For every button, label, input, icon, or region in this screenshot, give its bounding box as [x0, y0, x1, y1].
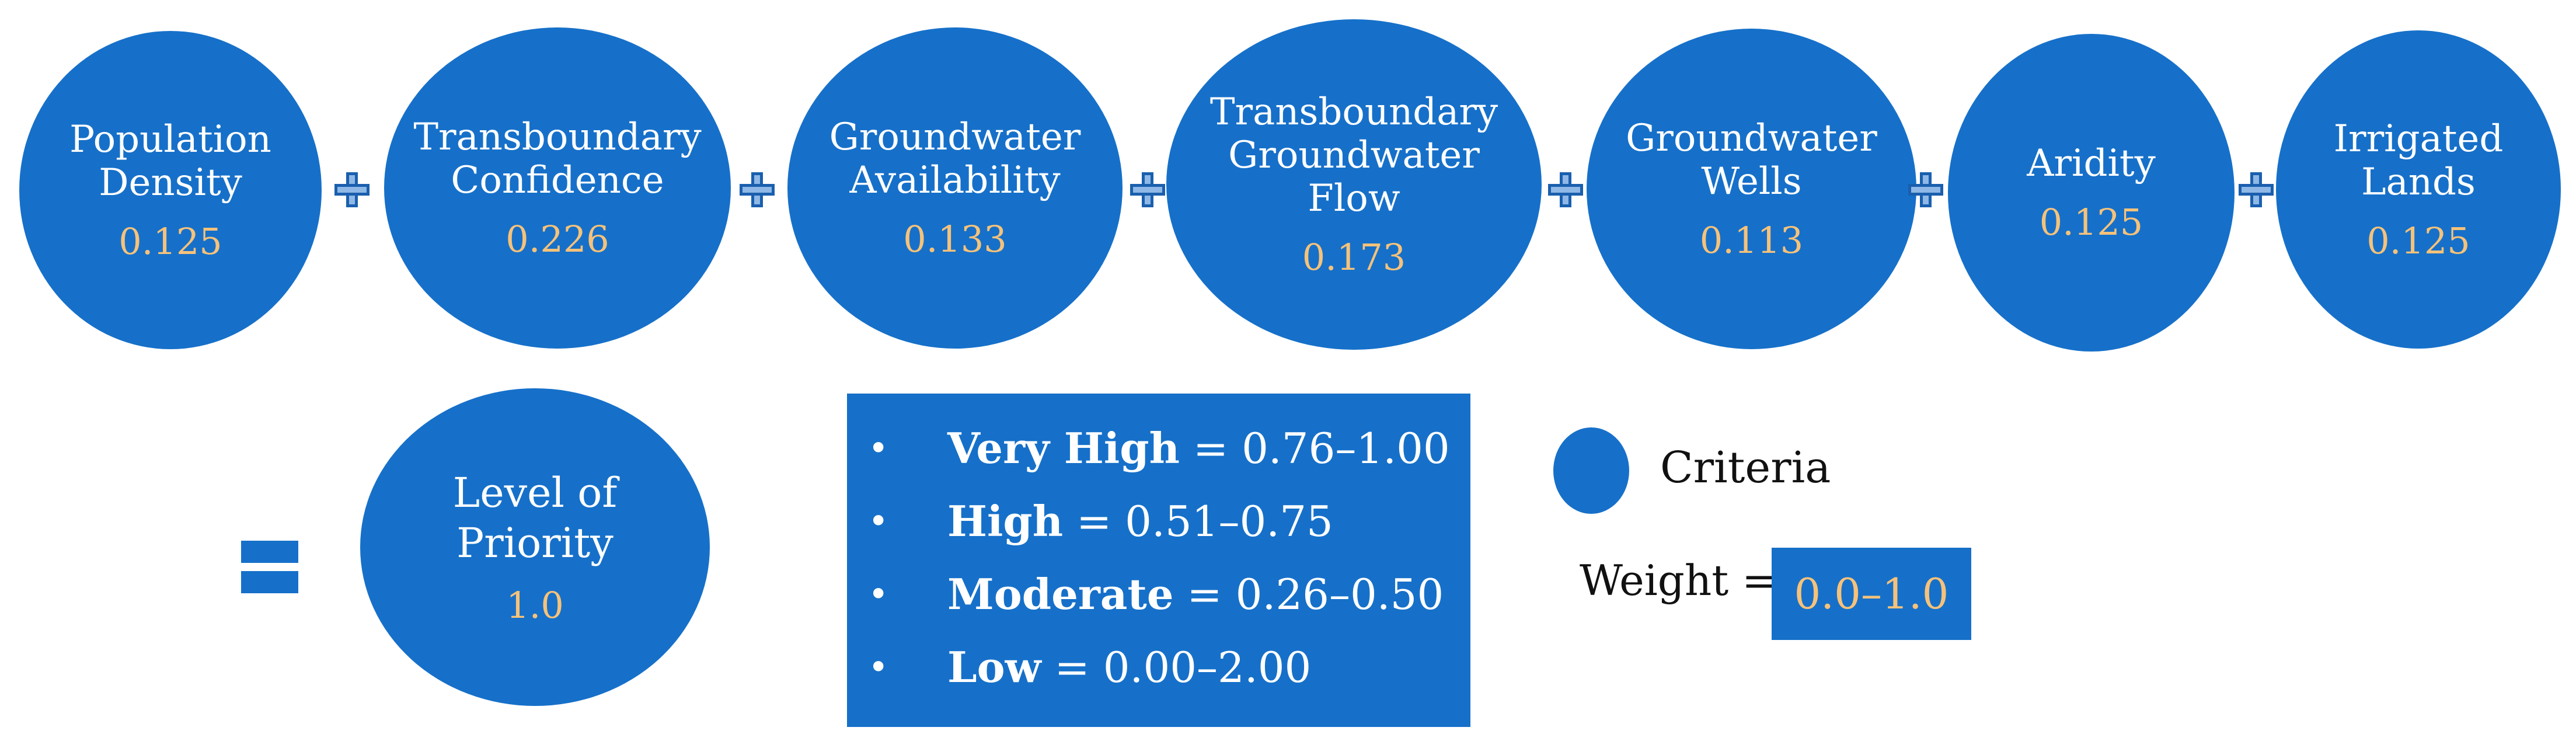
criterion-irrigated-lands: Irrigated Lands 0.125: [2276, 30, 2561, 349]
level-range: = 0.00–2.00: [1041, 643, 1312, 692]
criterion-transboundary-groundwater-flow: Transboundary Groundwater Flow 0.173: [1166, 19, 1542, 350]
level-name: Very High: [947, 423, 1180, 473]
result-label: Level of Priority: [452, 469, 618, 567]
criterion-weight: 0.125: [2039, 201, 2143, 243]
level-name: Low: [947, 642, 1041, 692]
level-name: Moderate: [947, 569, 1174, 619]
criterion-label: Groundwater Wells: [1626, 116, 1877, 203]
bullet-icon: •: [868, 428, 889, 469]
criterion-weight: 0.125: [2366, 219, 2470, 262]
bullet-icon: •: [868, 574, 889, 615]
level-range: = 0.76–1.00: [1179, 424, 1450, 473]
criterion-weight: 0.226: [506, 218, 609, 260]
criterion-label: Transboundary Groundwater Flow: [1209, 91, 1498, 220]
legend-item-moderate: • Moderate = 0.26–0.50: [847, 566, 1470, 639]
result-weight: 1.0: [506, 584, 564, 627]
criterion-label: Irrigated Lands: [2333, 117, 2504, 204]
criterion-aridity: Aridity 0.125: [1948, 34, 2235, 352]
plus-icon: [334, 172, 370, 207]
legend-item-low: • Low = 0.00–2.00: [847, 639, 1470, 712]
criterion-weight: 0.133: [903, 218, 1007, 260]
plus-icon: [1130, 172, 1165, 207]
plus-icon: [1548, 172, 1583, 207]
plus-icon: [2239, 172, 2274, 207]
criteria-key-label: Criteria: [1660, 443, 1831, 493]
legend-item-high: • High = 0.51–0.75: [847, 493, 1470, 566]
criterion-label: Aridity: [2027, 142, 2156, 185]
criterion-groundwater-availability: Groundwater Availability 0.133: [787, 27, 1123, 349]
criterion-population-density: Population Density 0.125: [19, 31, 322, 349]
plus-icon: [740, 172, 775, 207]
criterion-weight: 0.173: [1302, 236, 1406, 279]
criterion-transboundary-confidence: Transboundary Confidence 0.226: [384, 27, 731, 349]
weight-key-range: 0.0–1.0: [1772, 548, 1971, 640]
criteria-key-icon: [1553, 427, 1629, 514]
criterion-weight: 0.125: [118, 220, 222, 263]
equals-icon: [241, 541, 298, 593]
plus-icon: [1908, 172, 1943, 207]
weight-key-label: Weight =: [1580, 556, 1777, 605]
criterion-label: Groundwater Availability: [829, 116, 1081, 202]
bullet-icon: •: [868, 501, 889, 542]
result-level-of-priority: Level of Priority 1.0: [360, 388, 710, 706]
priority-legend: • Very High = 0.76–1.00 • High = 0.51–0.…: [847, 394, 1470, 727]
criterion-weight: 0.113: [1699, 218, 1804, 262]
criterion-groundwater-wells: Groundwater Wells 0.113: [1587, 29, 1916, 349]
level-name: High: [947, 496, 1064, 546]
criterion-label: Population Density: [69, 117, 271, 204]
level-range: = 0.26–0.50: [1173, 570, 1444, 619]
bullet-icon: •: [868, 647, 889, 688]
legend-item-very-high: • Very High = 0.76–1.00: [847, 420, 1470, 493]
criterion-label: Transboundary Confidence: [413, 116, 702, 202]
level-range: = 0.51–0.75: [1063, 497, 1333, 546]
